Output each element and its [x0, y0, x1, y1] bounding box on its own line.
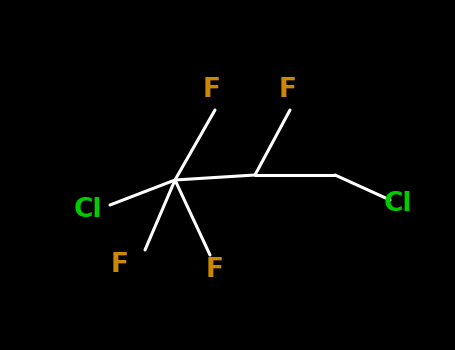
- Text: F: F: [111, 252, 129, 278]
- Text: Cl: Cl: [384, 191, 412, 217]
- Text: F: F: [279, 77, 297, 103]
- Text: F: F: [206, 257, 224, 283]
- Text: F: F: [203, 77, 221, 103]
- Text: Cl: Cl: [74, 197, 102, 223]
